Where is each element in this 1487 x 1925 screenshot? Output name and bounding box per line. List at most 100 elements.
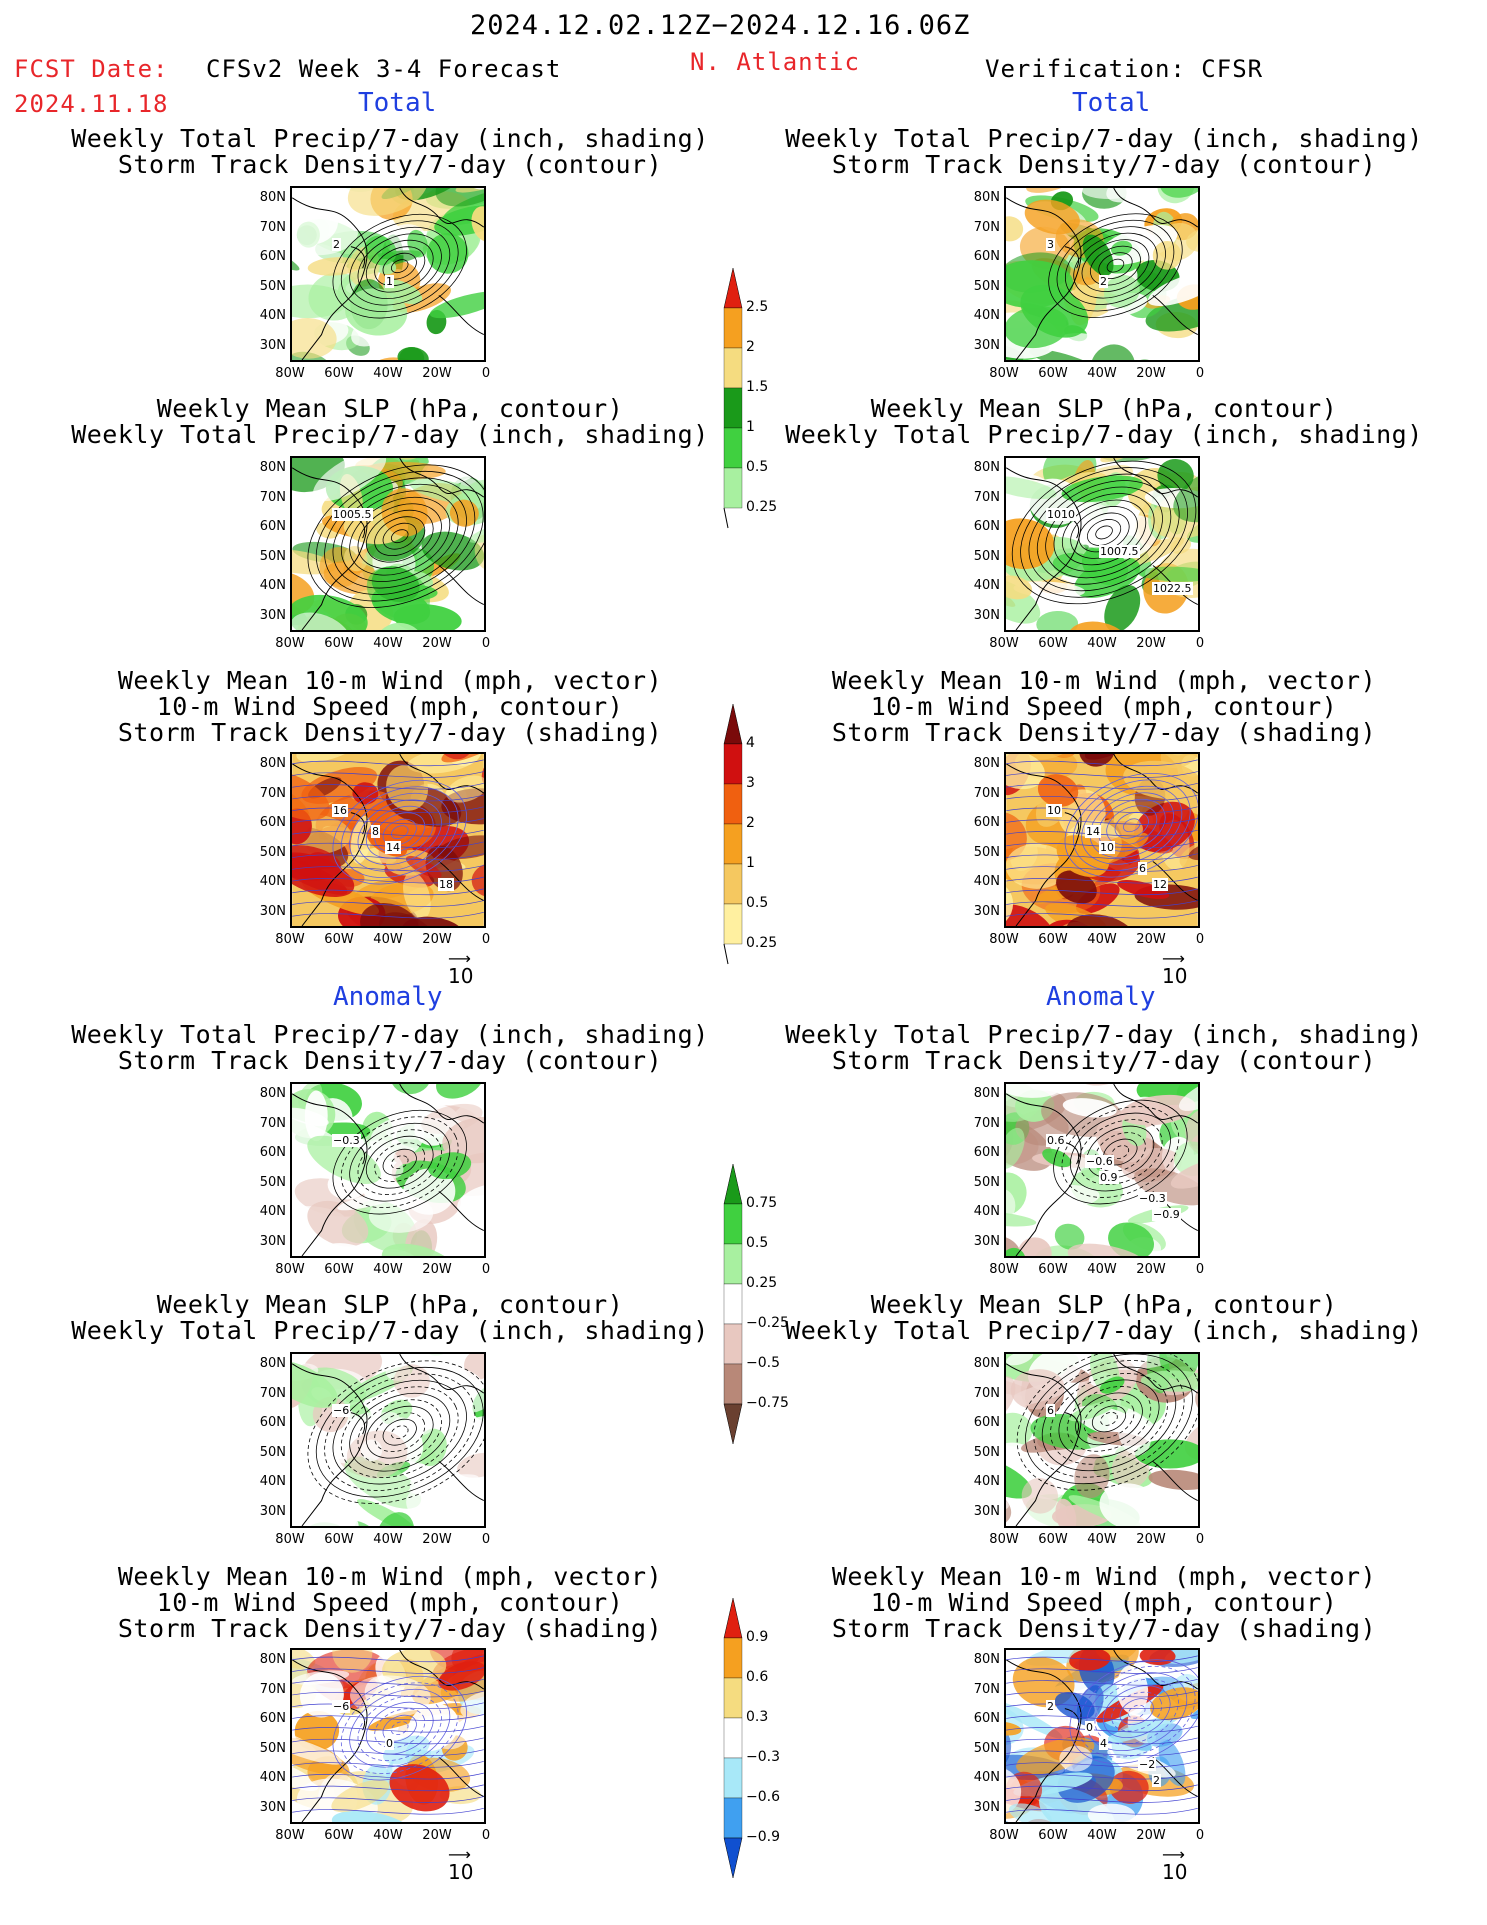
shading-blob xyxy=(1006,1376,1016,1419)
panel-title-line: Weekly Total Precip/7-day (inch, shading… xyxy=(71,1316,709,1345)
lon-tick-label: 60W xyxy=(324,1262,354,1277)
lon-tick-label: 40W xyxy=(373,1262,403,1277)
shading-blob xyxy=(444,1387,484,1416)
colorbar-segment xyxy=(723,863,743,905)
contour-line xyxy=(1058,1379,1160,1459)
colorbar-segment xyxy=(723,823,743,865)
lat-tick-label: 60N xyxy=(973,1415,1000,1430)
model-title: CFSv2 Week 3-4 Forecast xyxy=(206,55,562,83)
contour-line xyxy=(332,779,467,885)
contour-label: 1010 xyxy=(1046,508,1076,521)
colorbar-label: 3 xyxy=(746,775,755,791)
shading-blob xyxy=(331,1779,390,1813)
contour-line xyxy=(1020,467,1188,598)
lat-tick-label: 30N xyxy=(259,1799,286,1815)
colorbar-segment xyxy=(723,1203,743,1245)
reference-vector-label: 10 xyxy=(448,1860,474,1884)
contour-line xyxy=(374,812,426,853)
shading-blob xyxy=(1158,1738,1186,1786)
colorbar-label: −0.25 xyxy=(746,1315,789,1331)
lat-tick-label: 80N xyxy=(259,1356,286,1371)
lat-tick-label: 70N xyxy=(973,489,1000,505)
shading-blob xyxy=(427,1152,472,1180)
wind-streamline xyxy=(1006,1690,1198,1698)
contour-line xyxy=(1041,1366,1177,1472)
colorbar-segment xyxy=(723,1363,743,1405)
colorbar-label: 0.6 xyxy=(746,1669,769,1685)
contour-line xyxy=(1064,226,1166,305)
shading-blob xyxy=(292,904,339,926)
reference-vector-label: 10 xyxy=(1162,964,1188,988)
lat-tick-label: 60N xyxy=(973,815,1000,830)
lat-tick-label: 30N xyxy=(973,337,1000,353)
shading-blob xyxy=(1006,811,1027,861)
map-panel: 1005.5 xyxy=(290,456,486,632)
wind-streamline xyxy=(292,900,484,907)
colorbar-segment xyxy=(723,1637,743,1679)
coastline xyxy=(1006,754,1198,926)
contour-label: 1 xyxy=(385,275,394,288)
shading-blob xyxy=(1074,1454,1110,1499)
contour-label: 0 xyxy=(1085,1721,1094,1734)
shading-blob xyxy=(345,288,408,336)
contour-line xyxy=(1061,499,1147,566)
map-svg xyxy=(292,188,484,360)
shading-blob xyxy=(1173,467,1198,523)
shading-blob xyxy=(1006,1127,1025,1169)
shading-blob xyxy=(1036,611,1079,630)
lon-tick-label: 20W xyxy=(422,366,452,381)
lat-tick-label: 80N xyxy=(259,1086,286,1101)
wind-streamline xyxy=(1006,888,1198,896)
shading-blob xyxy=(471,206,484,242)
shading-blob xyxy=(474,534,484,570)
map-svg xyxy=(1006,754,1198,926)
coastline xyxy=(292,1354,484,1526)
contour-label: 6 xyxy=(1138,862,1147,875)
contour-line xyxy=(1036,480,1172,585)
lon-tick-label: 0 xyxy=(481,932,491,947)
shading-blob xyxy=(381,1243,458,1256)
lat-tick-label: 50N xyxy=(973,844,1000,860)
lat-tick-label: 70N xyxy=(259,1115,286,1131)
contour-line xyxy=(332,213,467,319)
contour-label: −6 xyxy=(332,1700,351,1713)
lon-tick-label: 40W xyxy=(373,636,403,651)
lat-tick-label: 30N xyxy=(259,607,286,623)
lat-tick-label: 50N xyxy=(973,1740,1000,1756)
contour-line xyxy=(340,490,459,582)
lat-tick-label: 40N xyxy=(259,578,286,593)
lon-tick-label: 60W xyxy=(324,1532,354,1547)
map-panel: 2 4 2 0 −2 xyxy=(1004,1648,1200,1824)
lon-tick-label: 60W xyxy=(324,932,354,947)
shading-blob xyxy=(1090,344,1136,360)
contour-line xyxy=(1048,213,1183,318)
coastline xyxy=(1006,1354,1198,1526)
shading-blob xyxy=(332,1650,373,1673)
panel-title-line: Weekly Total Precip/7-day (inch, shading… xyxy=(71,124,709,153)
contour-label: 2 xyxy=(1046,1700,1055,1713)
contour-label: 10 xyxy=(1046,804,1062,817)
map-svg xyxy=(292,458,484,630)
shading-blob xyxy=(292,318,337,359)
lat-tick-label: 40N xyxy=(259,1204,286,1219)
contour-line xyxy=(1075,1392,1143,1446)
lat-tick-label: 80N xyxy=(259,190,286,205)
lat-tick-label: 40N xyxy=(973,308,1000,323)
colorbar xyxy=(723,703,743,965)
contour-label: 0.9 xyxy=(1099,1171,1119,1184)
shading-blob xyxy=(414,1354,458,1373)
shading-blob xyxy=(1179,837,1198,871)
coastline xyxy=(292,1084,484,1256)
shading-blob xyxy=(1082,234,1114,276)
shading-blob xyxy=(1059,1745,1093,1772)
lon-tick-label: 0 xyxy=(1195,932,1205,947)
wind-streamline xyxy=(292,782,484,790)
lon-tick-label: 60W xyxy=(1038,1532,1068,1547)
colorbar-segment xyxy=(723,1323,743,1365)
contour-line xyxy=(374,516,426,557)
lat-tick-label: 30N xyxy=(973,1233,1000,1249)
shading-blob xyxy=(324,1243,372,1256)
wind-streamline xyxy=(292,1655,484,1663)
map-svg xyxy=(1006,1354,1198,1526)
shading-blob xyxy=(399,346,425,360)
